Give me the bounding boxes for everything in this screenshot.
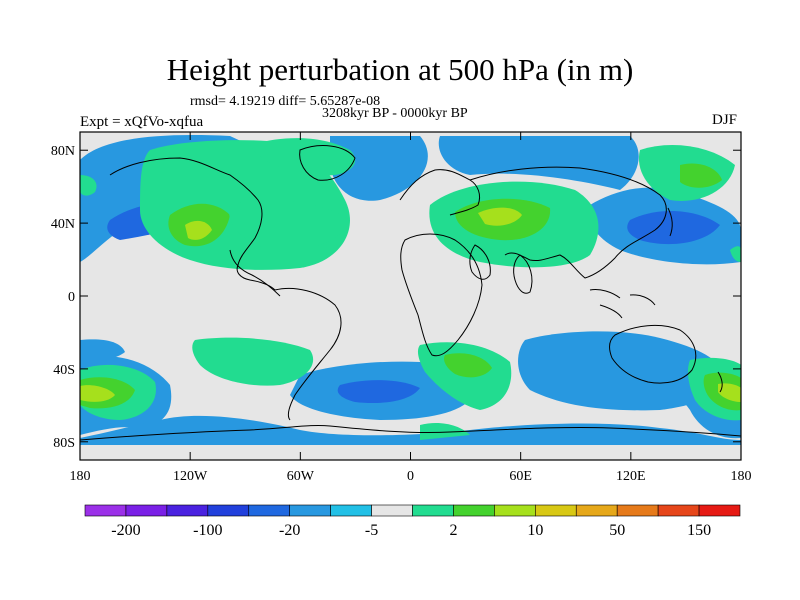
contour-neg-south-pacific [80, 339, 125, 361]
coastline-asia [469, 166, 667, 279]
lon-tick-label: 60E [509, 469, 532, 484]
coastline-maritime [589, 289, 656, 319]
experiment-label: Expt = xQfVo-xqfua [80, 114, 204, 130]
lat-tick-label: 0 [68, 290, 75, 305]
colorbar-swatch [125, 504, 168, 517]
contour-pos-south-america [192, 337, 314, 386]
contour-pos-weddell [420, 423, 470, 440]
colorbar-swatch [330, 504, 372, 517]
colorbar-swatch [289, 504, 331, 517]
contour-neg-antarctic-band [80, 415, 741, 445]
lat-tick-label: 80S [53, 436, 75, 451]
colorbar-label: 2 [449, 522, 457, 539]
colorbar-swatch [616, 504, 659, 517]
contour-neg-south-atlantic-core [337, 380, 420, 404]
contour-fills [80, 135, 741, 445]
coastline-greenland [299, 145, 356, 181]
lon-tick-label: 0 [407, 469, 414, 484]
lon-tick-label: 120E [616, 469, 646, 484]
coastline-india [513, 254, 533, 294]
season-label: DJF [712, 112, 738, 128]
contour-pos-north-pacific-edge [80, 175, 97, 196]
colorbar-label: 150 [687, 522, 711, 539]
colorbar-swatch [84, 504, 127, 517]
colorbar-swatch [207, 504, 250, 517]
lon-tick-label: 180 [70, 469, 91, 484]
colorbar-swatch [698, 504, 741, 517]
chart-title: Height perturbation at 500 hPa (in m) [166, 52, 634, 87]
coastlines [80, 145, 741, 441]
contour-pos-bering-core [680, 163, 722, 188]
coastline-arabia [469, 244, 491, 280]
lat-tick-label: 40S [53, 363, 75, 378]
contour-pos-atlantic [229, 200, 350, 251]
colorbar-swatch [412, 504, 454, 517]
lon-tick-label: 180 [731, 469, 752, 484]
coastline-new-zealand [717, 371, 723, 393]
coastline-south-america [274, 287, 342, 421]
lat-tick-label: 40N [51, 217, 75, 232]
coastline-north-america [109, 157, 276, 291]
colorbar-swatch [453, 504, 495, 517]
latitude-ticks: 80N 40N 0 40S 80S [51, 144, 741, 451]
stats-line: rmsd= 4.19219 diff= 5.65287e-08 [190, 94, 381, 109]
contour-pos-south-atlantic-east-core [444, 353, 492, 378]
colorbar-swatch [535, 504, 577, 517]
colorbar-label: -20 [279, 522, 300, 539]
coastline-antarctica [80, 424, 741, 441]
colorbar-label: -100 [193, 522, 222, 539]
coastline-africa [400, 233, 483, 357]
contour-neg-north-atlantic [330, 136, 428, 201]
coastline-japan [667, 207, 673, 237]
period-label: 3208kyr BP - 0000kyr BP [322, 106, 468, 121]
colorbar: -200 -100 -20 -5 2 10 50 150 [84, 504, 741, 539]
colorbar-label: 50 [609, 522, 625, 539]
longitude-ticks: 180 120W 60W 0 60E 120E 180 [70, 132, 752, 484]
lat-tick-label: 80N [51, 144, 75, 159]
lon-tick-label: 60W [287, 469, 315, 484]
colorbar-label: 10 [527, 522, 543, 539]
colorbar-swatch [248, 504, 290, 517]
contour-pos-pacific-mid [730, 246, 741, 262]
colorbar-swatch [494, 504, 536, 517]
contour-pos-south-pacific-far-east-core [718, 383, 741, 402]
contour-pos-arctic [250, 138, 356, 176]
coastline-australia [609, 325, 697, 384]
colorbar-swatch [166, 504, 209, 517]
colorbar-label: -200 [111, 522, 140, 539]
colorbar-swatch [575, 504, 618, 517]
contour-pos-south-pacific-core [80, 385, 115, 402]
colorbar-swatch [371, 504, 413, 517]
contour-neg-west-pacific-core [627, 210, 720, 245]
coastline-central-america [229, 249, 281, 297]
contour-pos-north-america-core [185, 220, 212, 240]
contour-neg-eurasia [438, 136, 639, 190]
contour-pos-central-asia-core [478, 207, 522, 226]
colorbar-swatch [657, 504, 700, 517]
colorbar-label: -5 [365, 522, 378, 539]
lon-tick-label: 120W [173, 469, 208, 484]
